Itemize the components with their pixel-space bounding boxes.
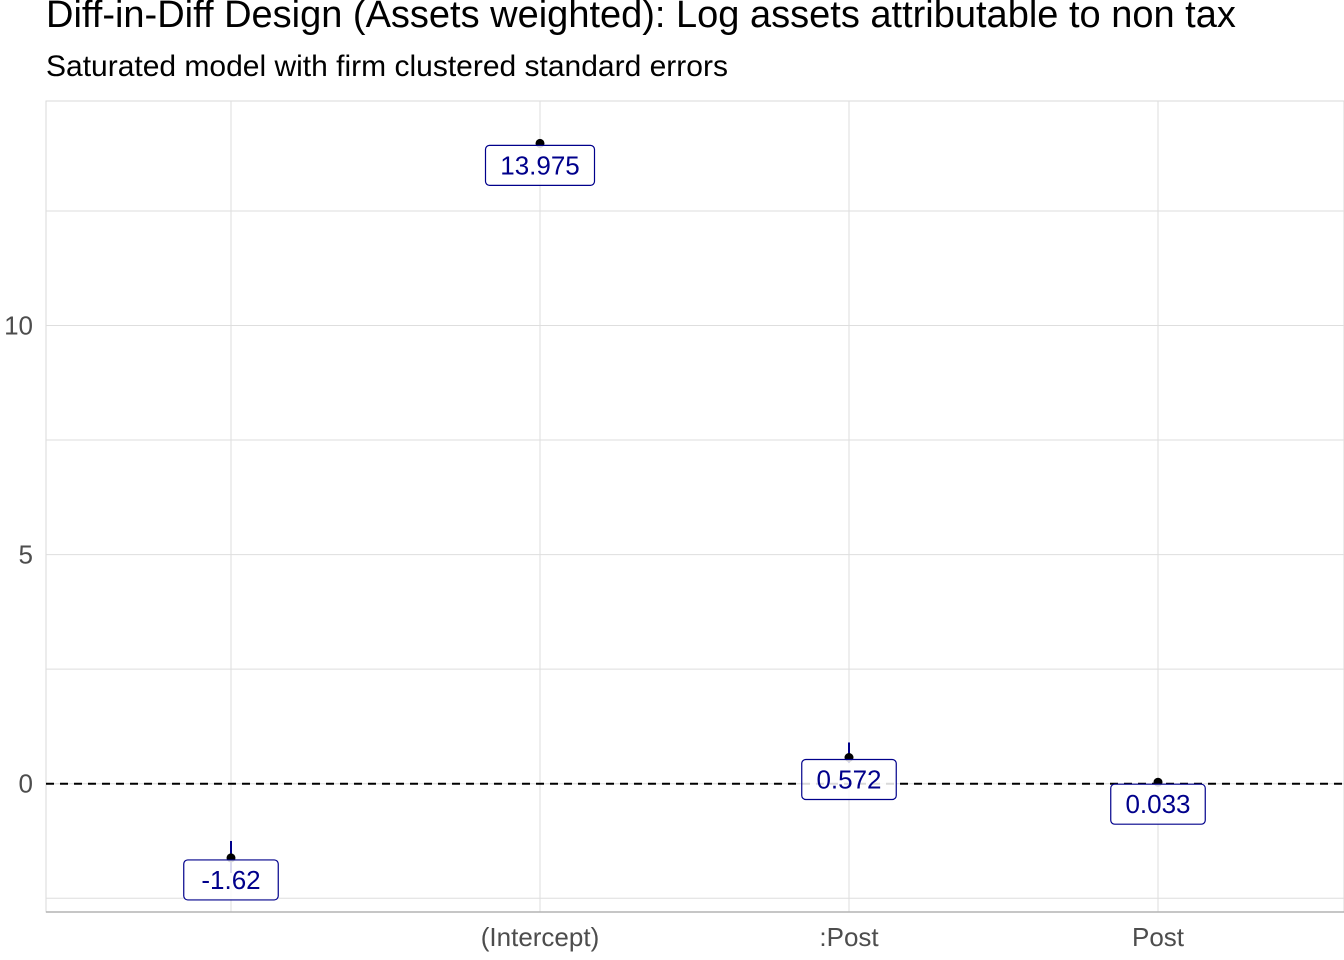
data-label: 0.033	[1125, 789, 1190, 819]
data-label-box	[484, 144, 596, 186]
data-label: 13.975	[500, 150, 580, 180]
chart-subtitle: Saturated model with firm clustered stan…	[46, 50, 728, 83]
chart-title: Diff-in-Diff Design (Assets weighted): L…	[46, 0, 1236, 36]
data-label: 0.572	[816, 764, 881, 794]
coefficient-marks: -1.62 13.975 0.572 0.033	[183, 138, 1206, 901]
x-axis-ticks: (Intercept) :Post Post	[481, 922, 1185, 952]
y-tick-label: 0	[19, 769, 33, 799]
data-label-box	[183, 859, 279, 901]
y-tick-label: 10	[4, 311, 33, 341]
y-tick-label: 5	[19, 540, 33, 570]
x-tick-label: Post	[1132, 922, 1185, 952]
plot-panel	[45, 100, 1344, 913]
x-tick-label: :Post	[819, 922, 879, 952]
y-axis-ticks: 0 5 10	[4, 311, 33, 799]
data-label-box	[1110, 783, 1206, 825]
x-tick-label: (Intercept)	[481, 922, 600, 952]
data-label-box	[801, 758, 897, 801]
data-label: -1.62	[201, 865, 260, 895]
